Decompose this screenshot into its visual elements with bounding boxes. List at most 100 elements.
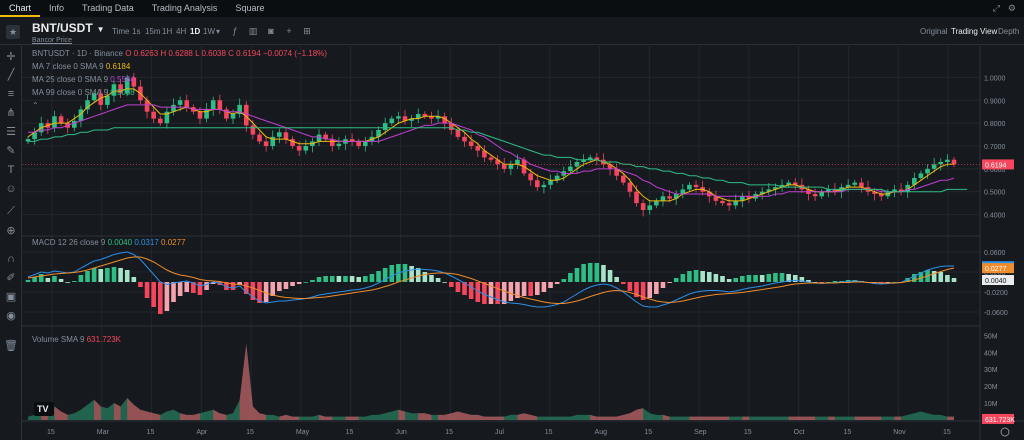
close-value: C 0.6194 [228,49,261,58]
text-icon[interactable]: T [7,164,15,176]
macd-histogram-bar [151,282,156,307]
volume-down-segment [709,416,716,420]
volume-down-segment [133,404,141,420]
macd-histogram-bar [806,280,811,282]
macd-histogram-bar [422,272,428,282]
tradingview-logo: TV [34,402,54,416]
tf-1w[interactable]: 1W [203,27,215,36]
macd-histogram-bar [700,271,705,282]
trash-icon[interactable]: 🗑 [4,340,18,352]
camera-icon[interactable]: ◙ [268,26,274,36]
candle-body [230,114,236,119]
macd-histogram-bar [85,271,90,282]
time-axis-tick: 15 [445,429,453,436]
collapse-legend-icon[interactable]: ⌃ [32,101,39,110]
volume-down-segment [663,414,670,420]
candle-body [25,139,31,142]
candle-body [204,109,209,119]
candle-type-icon[interactable]: ▥ [248,26,258,36]
settings-icon[interactable]: ⚙ [1007,3,1016,13]
macd-histogram-bar [32,277,37,282]
indicators-icon[interactable]: ƒ [232,26,238,36]
tf-1h[interactable]: 1H [162,27,173,36]
view-original[interactable]: Original [920,27,948,36]
candle-body [105,95,110,105]
candle-body [396,116,401,119]
volume-down-segment [292,416,300,420]
tf-time[interactable]: Time [112,27,130,36]
candle-body [442,116,447,124]
zoom-in-icon[interactable]: ⊕ [6,225,16,237]
ma99-label: MA 99 close 0 SMA 9 [32,88,109,97]
candle-body [859,182,864,188]
view-depth[interactable]: Depth [998,27,1020,36]
candle-body [157,118,163,124]
ma99-value: 0.5088 [110,88,135,97]
layout-icon[interactable]: ⊞ [303,26,311,36]
favorite-star-icon[interactable]: ★ [6,25,20,39]
chart-toolbar: ★ BNT/USDT ▼ Bancor Price Time 1s 15m 1H … [0,17,1024,45]
ma7-label: MA 7 close 0 SMA 9 [32,62,104,71]
macd-histogram-bar [303,282,309,283]
eye-icon[interactable]: ◉ [6,310,16,322]
ma7-value: 0.6184 [105,62,131,71]
macd-histogram-bar [918,272,924,282]
pair-selector[interactable]: BNT/USDT ▼ [32,21,105,35]
trend-line-icon[interactable]: ╱ [7,69,15,81]
expand-icon[interactable]: ⤢ [992,3,1000,13]
macd-histogram-bar [468,282,474,299]
candle-body [217,100,223,110]
lock-icon[interactable]: ▣ [5,291,17,303]
candle-body [667,196,672,199]
chart-canvas[interactable]: 1.0000 0.9000 0.8000 0.7000 0.6000 0.5000 0.40… [22,46,1024,440]
macd-histogram-bar [541,282,547,292]
candle-body [449,123,454,130]
time-axis-tick: Apr [196,429,208,436]
macd-histogram-bar [157,282,163,314]
last-price-tag-bg [982,159,1014,170]
pair-subtitle[interactable]: Bancor Price [32,37,73,44]
volume-tag-bg [982,413,1014,424]
crosshair-icon[interactable]: ✛ [6,51,16,63]
macd-histogram-bar [409,266,414,282]
pitchfork-icon[interactable]: ⋔ [6,107,16,119]
goto-date-icon[interactable] [1000,427,1010,437]
add-icon[interactable]: + [286,26,292,36]
tf-15m[interactable]: 15m [145,27,161,36]
macd-axis-tick: -0.0600 [984,310,1008,317]
volume-down-segment [147,411,154,420]
candle-body [356,141,362,146]
volume-down-segment [861,416,868,420]
change-value: −0.0074 (−1.18%) [262,49,327,58]
candle-body [541,184,547,188]
tab-trading-data[interactable]: Trading Data [82,3,134,13]
emoji-icon[interactable]: ☺ [5,183,17,195]
macd-histogram-bar [832,281,838,282]
tab-chart[interactable]: Chart [0,0,41,17]
open-value: O 0.6263 [125,49,159,58]
tf-more-caret-icon[interactable]: ▾ [216,27,221,36]
view-trading-view[interactable]: Trading View [951,27,998,36]
volume-down-segment [636,408,644,420]
tf-1s[interactable]: 1s [132,27,141,36]
candle-body [713,196,719,201]
tab-trading-analysis[interactable]: Trading Analysis [151,3,218,13]
lock-drawing-icon[interactable]: ✐ [6,272,16,284]
horizontal-lines-icon[interactable]: ≡ [7,88,15,100]
volume-down-segment [874,416,882,420]
candle-body [845,184,851,188]
fib-icon[interactable]: ☰ [6,126,16,138]
volume-label: Volume SMA 9 [32,335,85,344]
macd-histogram-bar [759,275,765,282]
ruler-icon[interactable]: ⟋ [7,205,15,217]
volume-down-segment [186,414,194,420]
macd-histogram-bar [237,282,242,285]
tf-1d[interactable]: 1D [190,27,201,36]
magnet-icon[interactable]: ∩ [7,253,15,265]
brush-icon[interactable]: ✎ [6,145,16,157]
price-pane [25,72,968,217]
tab-square[interactable]: Square [235,3,265,13]
tab-info[interactable]: Info [49,3,65,13]
tf-4h[interactable]: 4H [176,27,187,36]
candle-body [812,194,818,197]
